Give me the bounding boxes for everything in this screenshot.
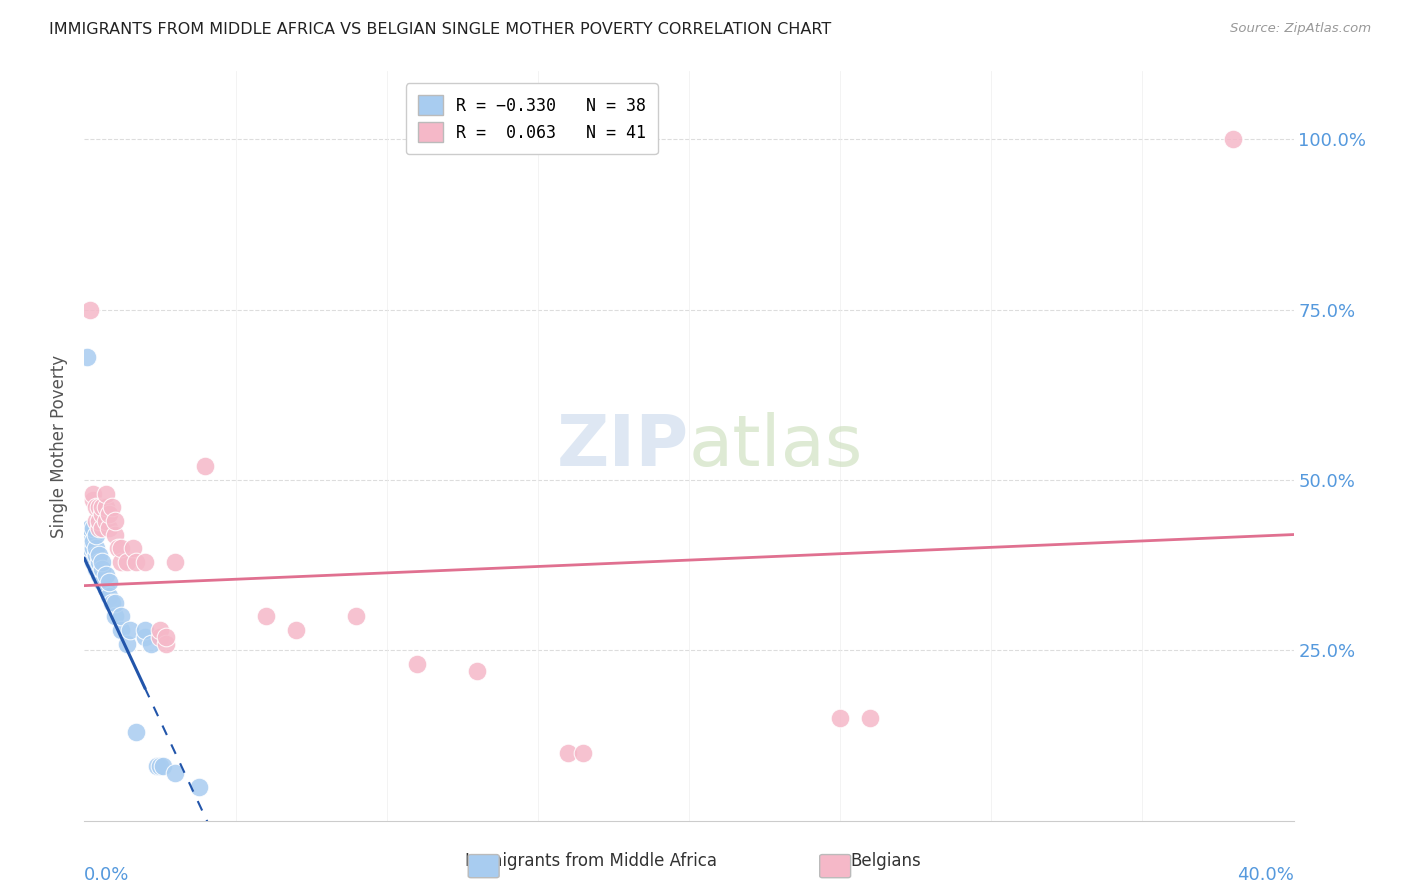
Point — [149, 759, 172, 773]
Point — [79, 527, 101, 541]
Point — [82, 521, 104, 535]
Point — [110, 623, 132, 637]
Point — [110, 609, 132, 624]
Text: 40.0%: 40.0% — [1237, 865, 1294, 884]
Point — [121, 541, 143, 556]
Point — [254, 609, 277, 624]
Point — [79, 302, 101, 317]
Point — [125, 725, 148, 739]
Point — [94, 514, 117, 528]
Text: 0.0%: 0.0% — [84, 865, 129, 884]
Point — [97, 589, 120, 603]
Point — [110, 541, 132, 556]
Point — [91, 575, 114, 590]
Point — [100, 596, 122, 610]
Point — [115, 555, 138, 569]
Point — [89, 555, 111, 569]
Point — [572, 746, 595, 760]
Point — [86, 527, 108, 541]
Point — [91, 521, 114, 535]
Point — [149, 623, 172, 637]
Point — [82, 534, 104, 549]
Text: atlas: atlas — [689, 411, 863, 481]
Point — [79, 521, 101, 535]
Point — [139, 636, 162, 650]
Point — [91, 500, 114, 515]
Point — [97, 521, 120, 535]
Point — [155, 630, 177, 644]
Point — [89, 548, 111, 562]
Text: IMMIGRANTS FROM MIDDLE AFRICA VS BELGIAN SINGLE MOTHER POVERTY CORRELATION CHART: IMMIGRANTS FROM MIDDLE AFRICA VS BELGIAN… — [49, 22, 831, 37]
Point — [89, 568, 111, 582]
Point — [104, 609, 127, 624]
Point — [406, 657, 429, 671]
Legend: R = −0.330   N = 38, R =  0.063   N = 41: R = −0.330 N = 38, R = 0.063 N = 41 — [406, 84, 658, 154]
Point — [94, 486, 117, 500]
Point — [89, 521, 111, 535]
Point — [82, 493, 104, 508]
Point — [86, 514, 108, 528]
Point — [91, 555, 114, 569]
Point — [89, 500, 111, 515]
Point — [82, 555, 104, 569]
Point — [79, 541, 101, 556]
Point — [76, 351, 98, 365]
Point — [104, 596, 127, 610]
Point — [86, 561, 108, 575]
Y-axis label: Single Mother Poverty: Single Mother Poverty — [51, 354, 69, 538]
Point — [97, 575, 120, 590]
Point — [94, 582, 117, 596]
Point — [82, 541, 104, 556]
Point — [1222, 132, 1244, 146]
Point — [134, 630, 156, 644]
Point — [104, 514, 127, 528]
Point — [830, 711, 852, 725]
Point — [82, 486, 104, 500]
Point — [149, 630, 172, 644]
Point — [110, 555, 132, 569]
Point — [91, 507, 114, 521]
Point — [94, 568, 117, 582]
Point — [86, 548, 108, 562]
Point — [125, 555, 148, 569]
Text: Belgians: Belgians — [851, 852, 921, 870]
Point — [94, 500, 117, 515]
Point — [89, 514, 111, 528]
Point — [285, 623, 308, 637]
Point — [86, 500, 108, 515]
Text: ZIP: ZIP — [557, 411, 689, 481]
Point — [134, 555, 156, 569]
Point — [346, 609, 368, 624]
Text: Immigrants from Middle Africa: Immigrants from Middle Africa — [464, 852, 717, 870]
Point — [557, 746, 579, 760]
Point — [91, 561, 114, 575]
Point — [146, 759, 169, 773]
Point — [97, 507, 120, 521]
Point — [100, 500, 122, 515]
Point — [859, 711, 882, 725]
Point — [104, 527, 127, 541]
Point — [467, 664, 489, 678]
Point — [165, 766, 187, 780]
Point — [107, 541, 129, 556]
Point — [152, 759, 174, 773]
Point — [118, 623, 141, 637]
Point — [86, 541, 108, 556]
Point — [134, 623, 156, 637]
Point — [194, 459, 217, 474]
Text: Source: ZipAtlas.com: Source: ZipAtlas.com — [1230, 22, 1371, 36]
Point — [155, 636, 177, 650]
Point — [165, 555, 187, 569]
Point — [115, 636, 138, 650]
Point — [188, 780, 211, 794]
